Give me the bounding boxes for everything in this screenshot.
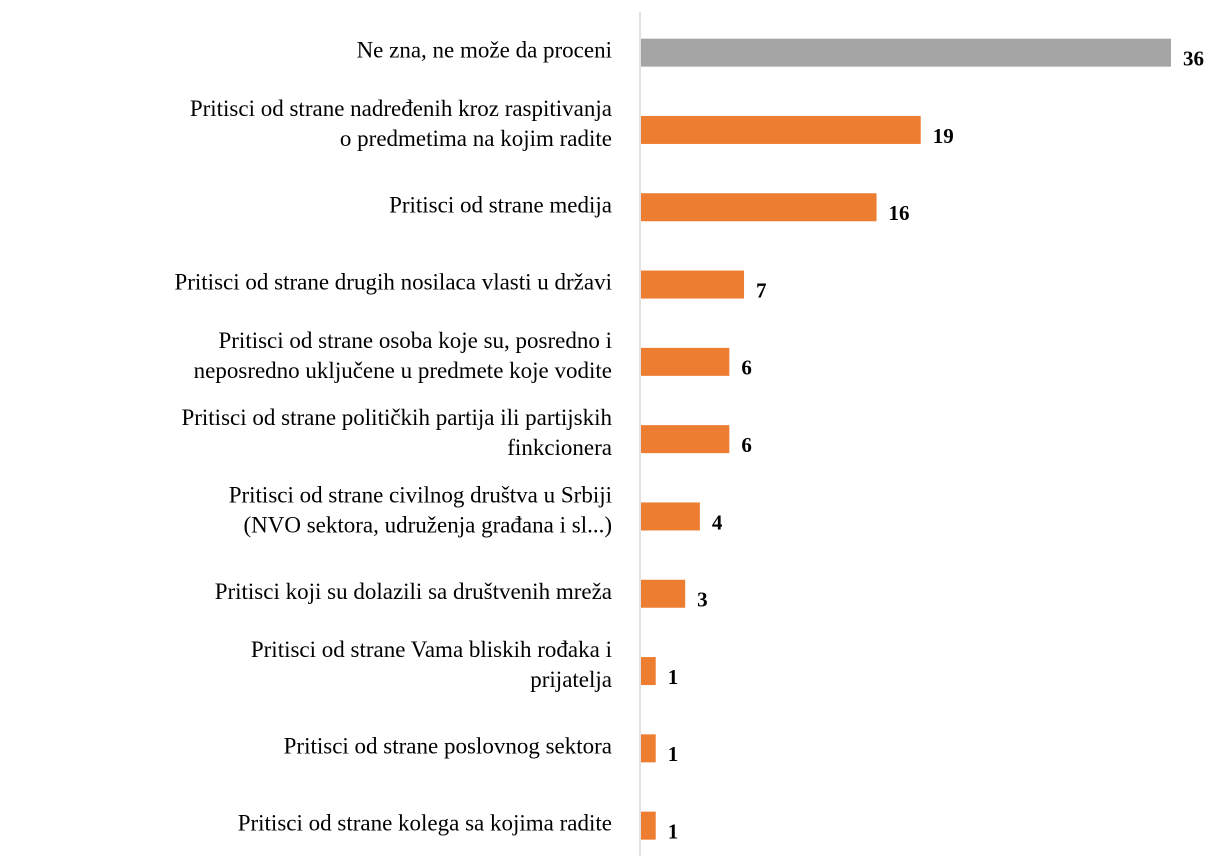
category-line: (NVO sektora, udruženja građana i sl...) — [243, 513, 612, 538]
category-line: prijatelja — [530, 667, 612, 692]
category-label: Pritisci od strane osoba koje su, posred… — [194, 328, 612, 383]
category-line: neposredno uključene u predmete koje vod… — [194, 358, 612, 383]
category-line: Pritisci od strane kolega sa kojima radi… — [238, 811, 612, 836]
bar — [641, 579, 686, 608]
value-label: 6 — [741, 356, 752, 380]
bar — [641, 734, 656, 763]
bar — [641, 270, 745, 299]
category-label: Pritisci od strane poslovnog sektora — [284, 734, 612, 759]
bar — [641, 38, 1171, 67]
bar — [641, 115, 921, 144]
category-line: Pritisci od strane civilnog društva u Sr… — [229, 483, 612, 508]
value-label: 1 — [668, 742, 679, 766]
bar — [641, 193, 877, 222]
value-label: 16 — [889, 201, 910, 225]
category-line: Pritisci koji su dolazili sa društvenih … — [215, 579, 612, 604]
category-label: Pritisci od strane medija — [389, 193, 612, 218]
category-line: Pritisci od strane poslovnog sektora — [284, 734, 612, 759]
bar — [641, 502, 700, 531]
value-label: 1 — [668, 819, 679, 843]
value-label: 19 — [933, 124, 954, 148]
category-label: Pritisci od strane Vama bliskih rođaka i… — [251, 637, 612, 692]
category-line: Pritisci od strane osoba koje su, posred… — [218, 328, 612, 353]
category-line: Pritisci od strane medija — [389, 193, 612, 218]
value-label: 4 — [712, 510, 723, 534]
value-label: 7 — [756, 278, 767, 302]
category-label: Pritisci od strane nadređenih kroz raspi… — [190, 96, 612, 151]
value-label: 3 — [697, 588, 708, 612]
category-line: o predmetima na kojim radite — [340, 126, 612, 151]
category-label: Pritisci od strane političkih partija il… — [181, 405, 612, 460]
value-label: 6 — [741, 433, 752, 457]
category-line: finkcionera — [507, 435, 612, 460]
category-label: Ne zna, ne može da proceni — [357, 38, 612, 63]
category-line: Ne zna, ne može da proceni — [357, 38, 612, 63]
bar — [641, 811, 656, 840]
bar — [641, 425, 730, 454]
bar — [641, 657, 656, 686]
category-label: Pritisci od strane kolega sa kojima radi… — [238, 811, 612, 836]
category-label: Pritisci od strane civilnog društva u Sr… — [229, 483, 612, 538]
category-line: Pritisci od strane drugih nosilaca vlast… — [174, 270, 612, 295]
category-label: Pritisci koji su dolazili sa društvenih … — [215, 579, 612, 604]
category-line: Pritisci od strane političkih partija il… — [181, 405, 612, 430]
category-label: Pritisci od strane drugih nosilaca vlast… — [174, 270, 612, 295]
bar — [641, 347, 730, 376]
value-label: 1 — [668, 665, 679, 689]
category-line: Pritisci od strane Vama bliskih rođaka i — [251, 637, 612, 662]
value-label: 36 — [1183, 46, 1204, 70]
category-line: Pritisci od strane nadređenih kroz raspi… — [190, 96, 612, 121]
